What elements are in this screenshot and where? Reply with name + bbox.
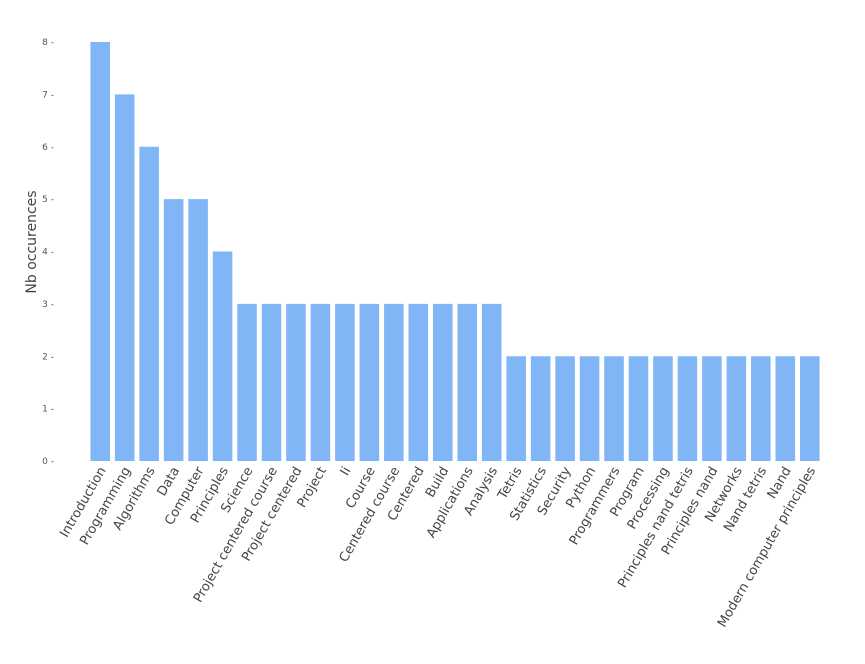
bar <box>286 303 306 461</box>
bar <box>555 356 575 461</box>
x-tick-label: Ii <box>338 465 355 479</box>
bar <box>702 356 722 461</box>
y-tick-label: 7 - <box>42 90 54 100</box>
bar <box>579 356 600 461</box>
bar <box>628 356 649 461</box>
y-axis: 0 - 1 - 2 - 3 - 4 - 5 - 6 - 7 - 8 - <box>42 38 54 467</box>
y-tick-label: 6 - <box>42 143 54 153</box>
y-tick-label: 0 - <box>42 457 54 467</box>
bar <box>408 303 429 461</box>
bar <box>604 356 624 461</box>
bar <box>90 42 111 461</box>
bar <box>481 303 502 461</box>
y-tick-label: 1 - <box>42 405 54 415</box>
bar <box>506 356 526 461</box>
bar <box>726 356 747 461</box>
y-tick-label: 2 - <box>42 352 54 362</box>
bar-series <box>90 42 820 461</box>
bar <box>163 199 184 461</box>
bar <box>212 251 233 461</box>
bar <box>530 356 551 461</box>
bar <box>261 303 282 461</box>
y-tick-label: 8 - <box>42 38 54 48</box>
bar <box>310 303 331 461</box>
bar <box>384 303 404 461</box>
bar <box>188 199 208 461</box>
bar <box>139 146 159 461</box>
y-axis-title: Nb occurences <box>24 190 40 293</box>
y-tick-label: 5 - <box>42 195 54 205</box>
y-tick-label: 3 - <box>42 300 54 310</box>
bar <box>457 303 478 461</box>
bar <box>335 303 355 461</box>
bar <box>677 356 698 461</box>
y-tick-label: 4 - <box>42 248 54 258</box>
bar <box>751 356 771 461</box>
bar <box>432 303 453 461</box>
bar <box>799 356 820 461</box>
bar <box>114 94 135 461</box>
bar <box>237 303 257 461</box>
bar <box>775 356 796 461</box>
x-axis: IntroductionProgrammingAlgorithmsDataCom… <box>57 464 819 630</box>
bar <box>359 303 380 461</box>
bar <box>653 356 673 461</box>
